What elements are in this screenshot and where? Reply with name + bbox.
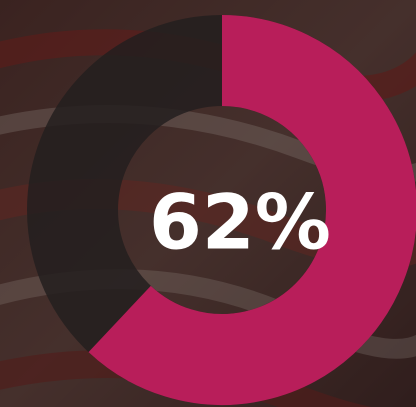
donut xyxy=(27,15,416,405)
donut-segment xyxy=(88,15,416,405)
value-label: 62% xyxy=(149,178,331,267)
